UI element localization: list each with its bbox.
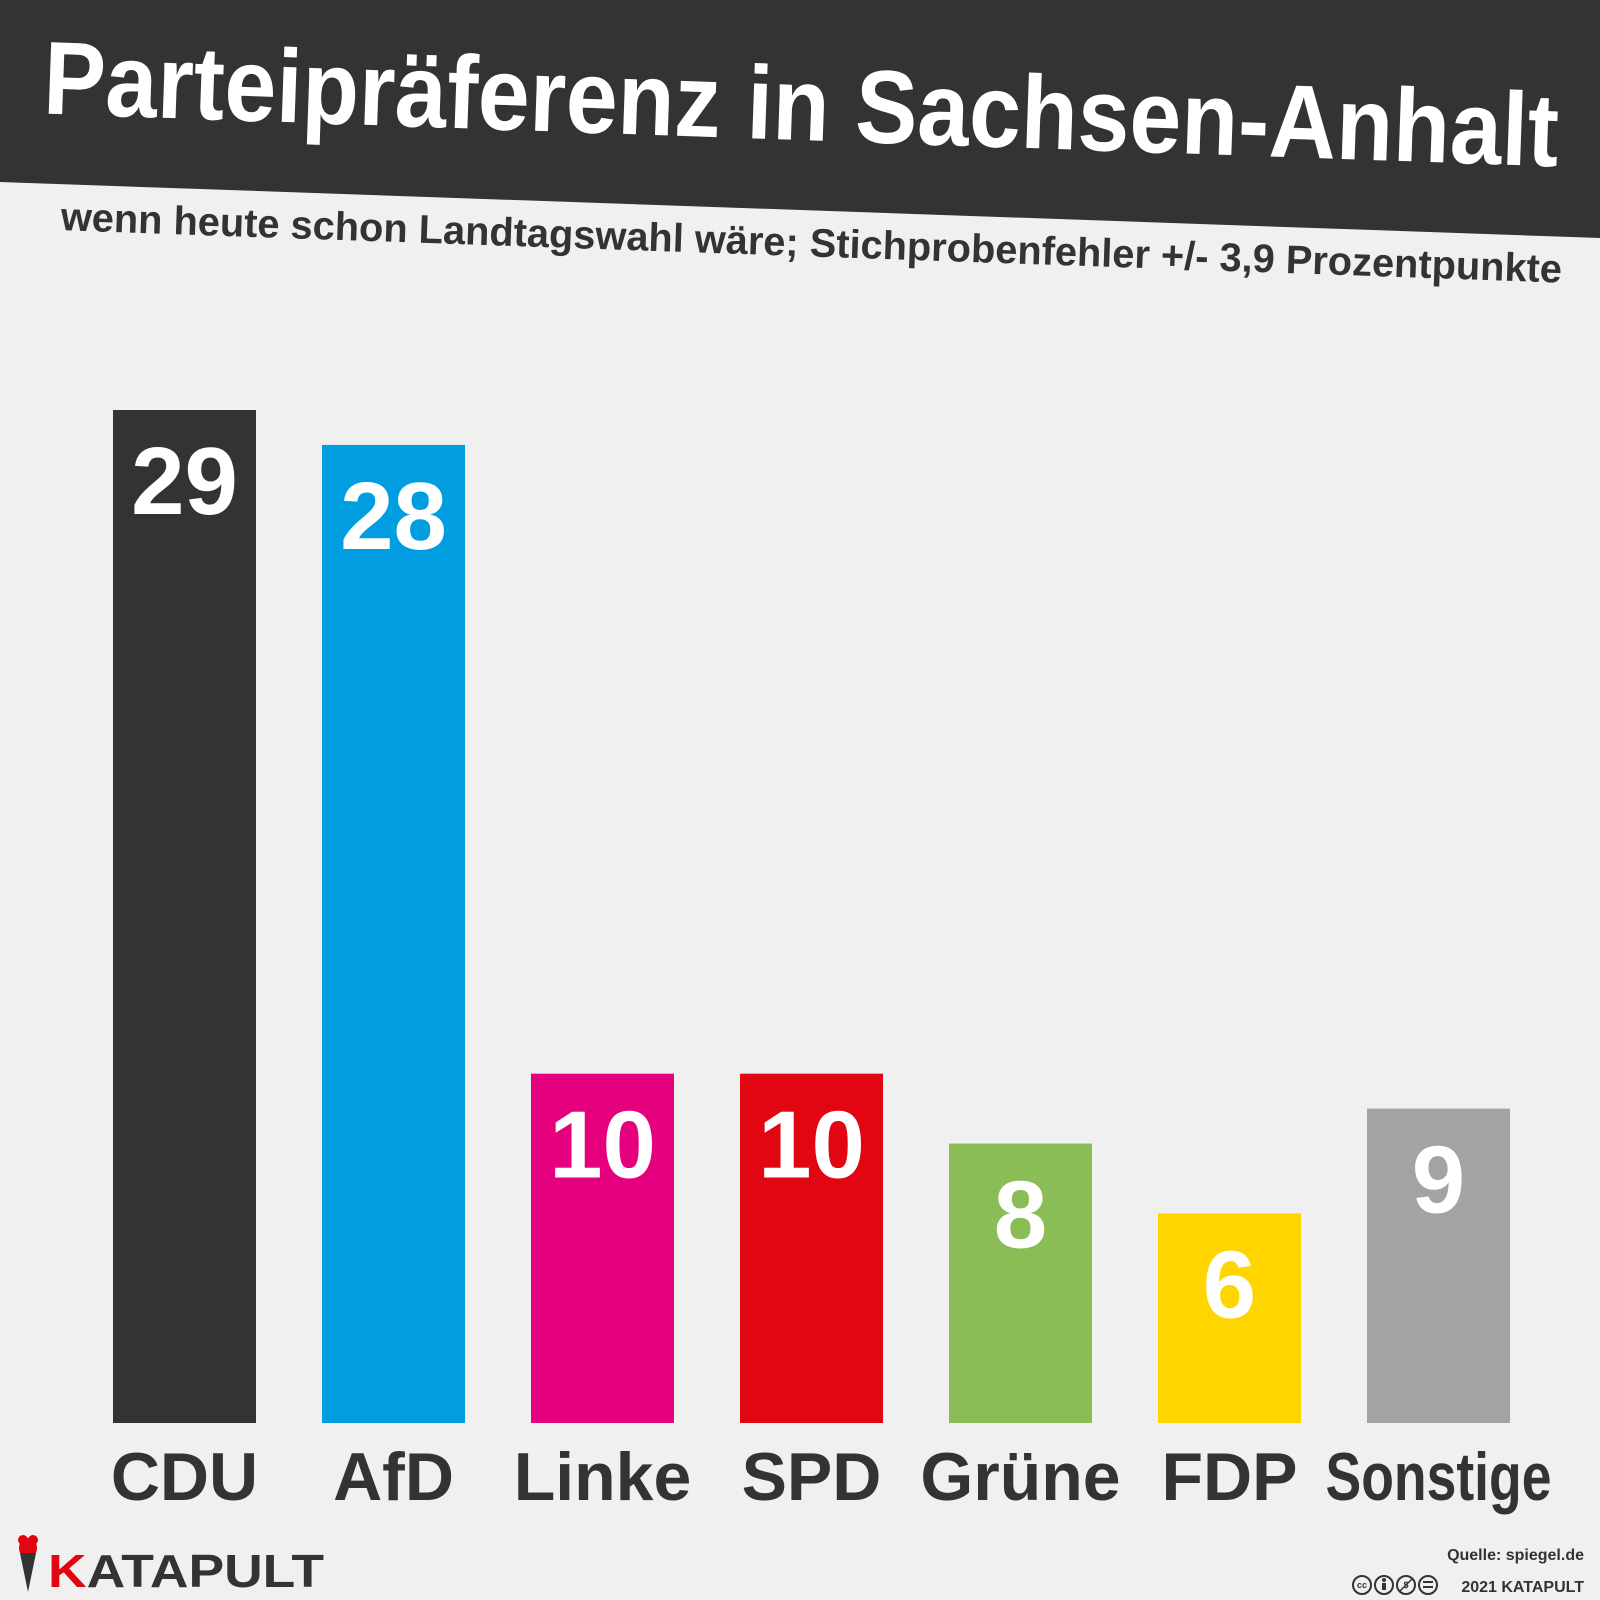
copyright-note: 2021 KATAPULT [1461, 1579, 1584, 1596]
category-label-afd: AfD [333, 1439, 454, 1515]
bar-spd [740, 1073, 883, 1423]
cc-icon: cc [1352, 1575, 1372, 1595]
bar-value-grüne: 8 [994, 1162, 1047, 1269]
bar-value-linke: 10 [549, 1092, 656, 1199]
nd-icon [1418, 1575, 1438, 1595]
bar-value-sonstige: 9 [1412, 1127, 1465, 1234]
bar-afd [322, 444, 465, 1423]
bar-value-afd: 28 [340, 463, 447, 570]
title-banner [0, 0, 1600, 238]
bar-sonstige [1367, 1108, 1510, 1423]
source-note: Quelle: spiegel.de [1447, 1547, 1584, 1564]
bars-layer: 29 CDU 28 AfD 10 Linke 10 SPD 8 Grüne 6 FDP 9 Sonstig… [111, 410, 1552, 1515]
katapult-logo: K ATAPULT [18, 1535, 324, 1597]
license-icons: cc $ [1352, 1575, 1438, 1595]
bar-fdp [1158, 1213, 1301, 1423]
category-label-fdp: FDP [1162, 1439, 1298, 1515]
svg-text:cc: cc [1357, 1580, 1367, 1590]
by-icon [1374, 1575, 1394, 1595]
category-label-linke: Linke [514, 1439, 692, 1515]
logo-text: K ATAPULT [48, 1545, 324, 1597]
category-label-cdu: CDU [111, 1439, 258, 1515]
nc-icon: $ [1396, 1575, 1416, 1595]
bar-grüne [949, 1143, 1092, 1423]
category-label-sonstige: Sonstige [1326, 1439, 1552, 1515]
bar-linke [531, 1073, 674, 1423]
bar-value-fdp: 6 [1203, 1231, 1256, 1338]
rocket-icon [18, 1535, 38, 1592]
bar-value-spd: 10 [758, 1092, 865, 1199]
category-label-grüne: Grüne [920, 1439, 1120, 1515]
category-label-spd: SPD [742, 1439, 882, 1515]
bar-value-cdu: 29 [131, 428, 238, 535]
bar-cdu [113, 410, 256, 1423]
